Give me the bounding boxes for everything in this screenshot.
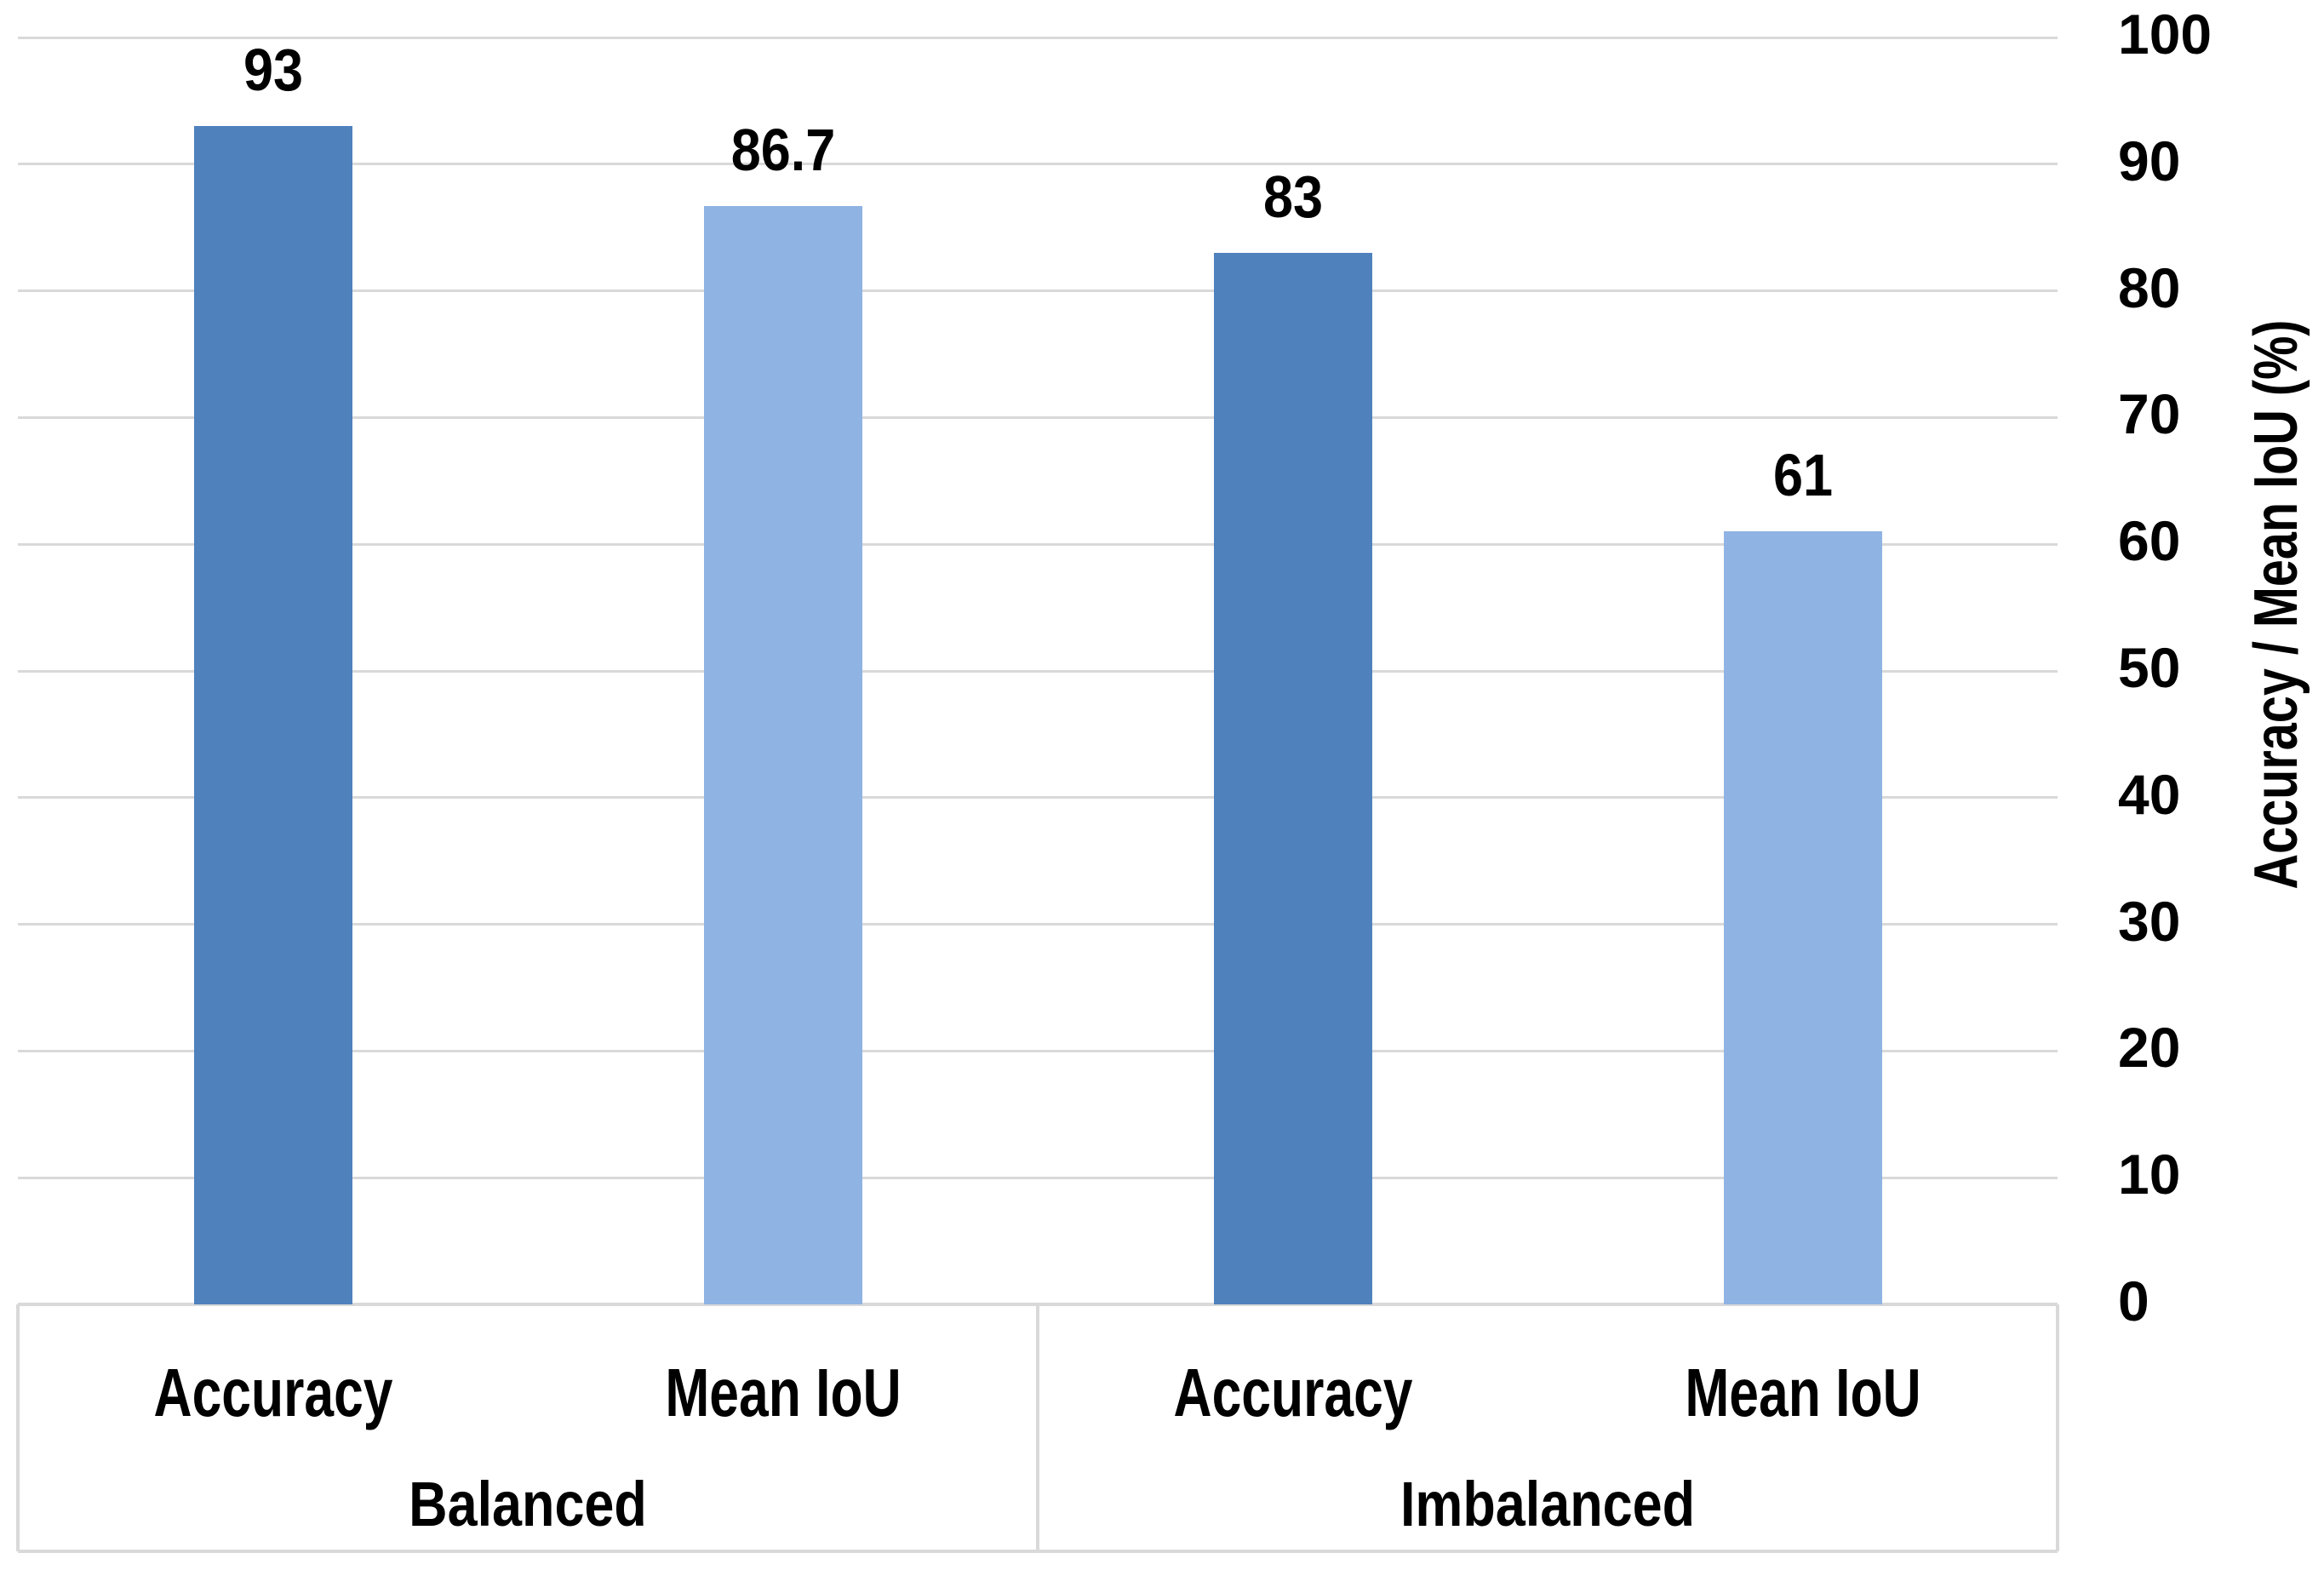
y-tick-label-80: 80: [2118, 255, 2181, 319]
gridline-60: [18, 542, 2058, 546]
y-tick-label-0: 0: [2118, 1269, 2149, 1332]
category-label: Mean IoU: [664, 1355, 902, 1430]
data-label: 61: [1772, 442, 1833, 509]
gridline-90: [18, 163, 2058, 166]
gridline-70: [18, 415, 2058, 419]
y-tick-label-100: 100: [2118, 3, 2212, 66]
bar-accuracy: [1213, 252, 1372, 1304]
gridline-100: [18, 36, 2058, 39]
category-label: Accuracy: [1173, 1355, 1412, 1430]
y-tick-label-30: 30: [2118, 889, 2181, 953]
category-border-bottom: [18, 1550, 2058, 1553]
gridline-30: [18, 923, 2058, 926]
y-tick-label-40: 40: [2118, 762, 2181, 826]
group-label: Imbalanced: [1400, 1469, 1696, 1539]
data-label: 86.7: [730, 116, 835, 183]
category-border-left: [16, 1304, 20, 1551]
gridline-40: [18, 796, 2058, 799]
value-axis-title: Accuracy / Mean IoU (%): [2242, 319, 2310, 890]
y-tick-label-90: 90: [2118, 129, 2181, 192]
bar-mean-iou: [1723, 531, 1882, 1304]
y-tick-label-60: 60: [2118, 509, 2181, 573]
bar-accuracy: [193, 126, 352, 1304]
data-label: 83: [1262, 163, 1323, 230]
y-tick-label-20: 20: [2118, 1016, 2181, 1080]
y-tick-label-70: 70: [2118, 382, 2181, 446]
gridline-80: [18, 289, 2058, 293]
gridline-10: [18, 1176, 2058, 1179]
category-label: Mean IoU: [1684, 1355, 1921, 1430]
category-label: Accuracy: [153, 1355, 392, 1430]
category-border-right: [2056, 1304, 2059, 1551]
y-tick-label-10: 10: [2118, 1143, 2181, 1206]
y-tick-label-50: 50: [2118, 636, 2181, 699]
gridline-50: [18, 669, 2058, 673]
bar-mean-iou: [703, 205, 862, 1304]
group-label: Balanced: [409, 1469, 647, 1539]
gridline-20: [18, 1049, 2058, 1052]
category-divider: [1036, 1304, 1039, 1551]
data-label: 93: [243, 37, 303, 104]
